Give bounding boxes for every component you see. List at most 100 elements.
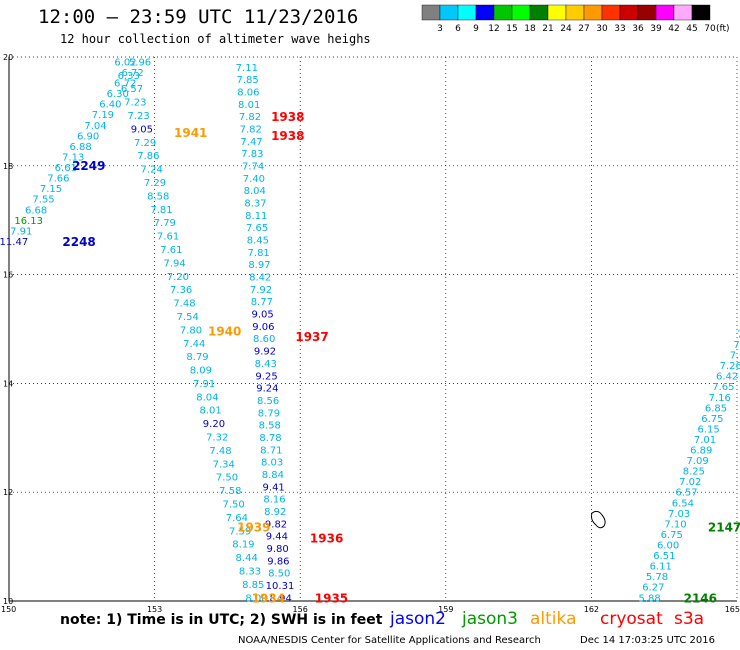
x-tick-label: 156	[293, 605, 308, 614]
swh-value-label: 8.84	[262, 470, 284, 481]
time-label: 1938	[271, 129, 304, 143]
swh-value-label: 8.06	[237, 88, 259, 99]
colorbar-unit: (ft)	[716, 24, 730, 34]
swh-value-label: 7.82	[239, 112, 261, 123]
swh-value-label: 7.13	[62, 152, 84, 163]
swh-value-label: 9.41	[263, 482, 285, 493]
swh-value-label: 8.45	[247, 236, 269, 247]
swh-value-label: 6.85	[705, 403, 727, 414]
swh-value-label: 8.79	[258, 408, 280, 419]
colorbar-tick-label: 18	[524, 24, 536, 34]
chart-footer: note: 1) Time is in UTC; 2) SWH is in fe…	[0, 606, 740, 650]
swh-value-label: 6.11	[650, 562, 672, 573]
x-tick-label: 162	[584, 605, 599, 614]
swh-value-label: 8.11	[245, 211, 267, 222]
swh-value-label: 7.	[730, 351, 740, 362]
swh-value-label: 8.42	[249, 273, 271, 284]
x-tick-label: 150	[1, 605, 16, 614]
colorbar-tick-label: 36	[632, 24, 644, 34]
colorbar-swatch	[619, 4, 639, 21]
swh-value-label: 7.40	[243, 174, 265, 185]
legend-jason2: jason2	[390, 609, 446, 629]
swh-value-label: 7.81	[150, 205, 172, 216]
swh-value-label: 6.75	[701, 414, 723, 425]
swh-value-label: 8.92	[264, 507, 286, 518]
track-cryosat: 7.117.858.068.017.827.827.477.837.747.40…	[236, 63, 295, 604]
swh-value-label: 7.58	[219, 486, 241, 497]
colorbar-swatch	[475, 4, 495, 21]
track-jason2: 5.966.726.726.306.407.197.046.906.887.13…	[0, 57, 151, 248]
colorbar-tick-label: 42	[668, 24, 679, 34]
colorbar-swatch	[529, 4, 549, 21]
swh-value-label: 8.85	[242, 580, 264, 591]
swh-value-label: 7.50	[222, 500, 244, 511]
x-tick-label: 165	[725, 605, 740, 614]
swh-value-label: 8.50	[268, 569, 290, 580]
swh-value-label: 6.30	[107, 89, 129, 100]
swh-value-label: 7.65	[712, 382, 734, 393]
swh-value-label: 6.57	[121, 84, 143, 95]
swh-value-label: 7.32	[206, 433, 228, 444]
swh-value-label: 9.44	[266, 532, 288, 543]
y-tick-label: 16	[3, 271, 13, 280]
colorbar-tick-label: 33	[614, 24, 625, 34]
swh-value-label: 6.72	[121, 68, 143, 79]
colorbar-tick-label: 39	[650, 24, 662, 34]
swh-value-label: 7.09	[686, 456, 708, 467]
swh-value-label: 7.85	[236, 75, 258, 86]
time-label: 2147	[708, 521, 740, 535]
colorbar-swatch	[511, 4, 531, 21]
swh-value-label: 8.60	[253, 334, 275, 345]
swh-value-label: 8.79	[186, 352, 208, 363]
swh-value-label: 8.00	[245, 593, 267, 604]
colorbar-swatch	[637, 4, 657, 21]
swh-value-label: 16.13	[14, 216, 43, 227]
swh-value-label: 11.47	[0, 237, 28, 248]
swh-value-label: 6.90	[77, 131, 99, 142]
swh-value-label: 7.36	[170, 285, 192, 296]
swh-value-label: 7.66	[47, 174, 69, 185]
swh-value-label: 8.56	[257, 396, 279, 407]
swh-value-label: 6.75	[661, 530, 683, 541]
plot-frame	[8, 57, 737, 602]
swh-value-label: 7.91	[10, 226, 32, 237]
swh-value-label: 5.78	[646, 572, 668, 583]
colorbar-tick-label: 3	[437, 24, 443, 34]
swh-value-label: 7.74	[242, 162, 264, 173]
legend-s3a: s3a	[674, 609, 705, 629]
swh-value-label: 9.82	[265, 519, 287, 530]
time-label: 2248	[62, 235, 95, 249]
footer-credit: NOAA/NESDIS Center for Satellite Applica…	[238, 635, 541, 646]
x-tick-label: 159	[438, 605, 453, 614]
swh-value-label: 8.33	[239, 566, 261, 577]
time-label: 1941	[174, 126, 207, 140]
legend-jason3: jason3	[462, 609, 518, 629]
swh-value-label: 7.	[737, 329, 740, 340]
colorbar-legend: 3 6 9 12 15 18 21 24 27 30 33 36 39 42 45 70 (ft)	[421, 4, 730, 34]
chart-subtitle: 12 hour collection of altimeter wave hei…	[60, 32, 371, 46]
colorbar-swatch	[493, 4, 513, 21]
colorbar-tick-label: 70	[704, 24, 716, 34]
swh-value-label: 7.92	[250, 285, 272, 296]
swh-value-label: 9.80	[266, 544, 288, 555]
track-altika: 6.02 6.33 6.57 7.23 7.23 9.05 7.29 7.86 7.24 7.29…	[114, 57, 267, 604]
swh-value-label: 7.48	[173, 299, 195, 310]
swh-value-label: 7.64	[226, 513, 248, 524]
swh-value-label: 9.20	[203, 419, 225, 430]
swh-value-label: 7.19	[92, 110, 114, 121]
swh-value-label: 8.97	[248, 260, 270, 271]
time-label: 1939	[237, 521, 270, 535]
swh-value-label: 7.16	[709, 393, 731, 404]
y-tick-label: 20	[3, 53, 13, 62]
swh-value-label: 8.25	[683, 467, 705, 478]
axis-ticks: 150 153 156 159 162 165 10 12 14 16 18 20	[1, 53, 740, 614]
time-label: 2146	[684, 591, 717, 605]
swh-value-label: 6.88	[70, 142, 92, 153]
colorbar-swatch	[421, 4, 441, 21]
swh-value-label: 10.31	[266, 581, 295, 592]
colorbar-swatch	[565, 4, 585, 21]
time-label: 1936	[310, 531, 343, 545]
swh-value-label: 9.92	[254, 347, 276, 358]
swh-value-label: 8.94	[270, 593, 292, 604]
